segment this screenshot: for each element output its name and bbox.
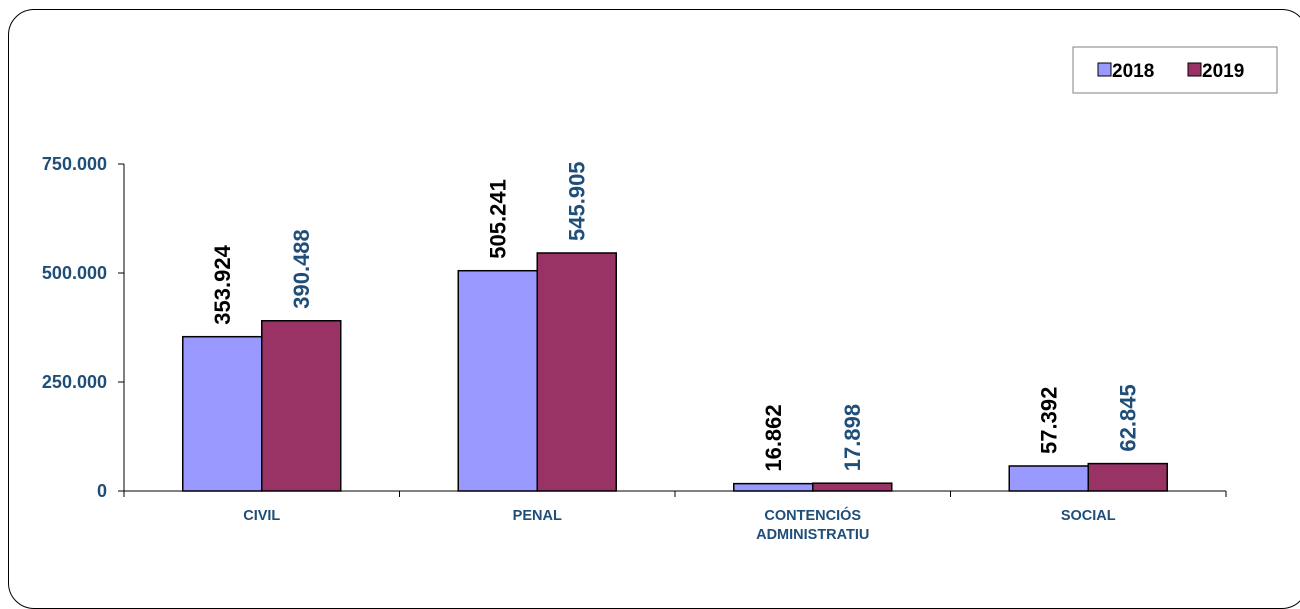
data-label: 390.488	[289, 229, 314, 309]
legend-label: 2018	[1112, 61, 1154, 82]
data-label: 353.924	[210, 244, 235, 324]
bar	[733, 482, 814, 492]
x-tick-label: SOCIAL	[1061, 508, 1116, 524]
bar	[1087, 462, 1168, 492]
chart-frame	[8, 9, 1300, 609]
x-tick-label: PENAL	[513, 508, 562, 524]
legend-swatch	[1097, 62, 1112, 77]
bar	[1008, 465, 1089, 492]
legend: 2018 2019	[1072, 46, 1278, 94]
bar	[536, 252, 617, 492]
bar	[457, 269, 538, 492]
x-tick-label: CIVIL	[243, 508, 280, 524]
axes: 0 250.000 500.000 750.000 CIVIL PENAL CONTENCI…	[42, 154, 1227, 543]
y-tick-label: 500.000	[42, 263, 107, 283]
y-tick-label: 250.000	[42, 372, 107, 392]
data-label: 545.905	[565, 161, 590, 241]
legend-swatch	[1187, 62, 1202, 77]
data-label: 17.898	[840, 404, 865, 471]
data-label: 16.862	[761, 404, 786, 471]
data-label: 505.241	[486, 179, 511, 259]
legend-label: 2019	[1202, 61, 1244, 82]
bar	[261, 319, 342, 492]
data-label: 57.392	[1037, 387, 1062, 454]
bar-chart: 0 250.000 500.000 750.000 CIVIL PENAL CONTENCI…	[42, 46, 1278, 543]
y-tick-label: 750.000	[42, 154, 107, 174]
data-label: 62.845	[1116, 384, 1141, 451]
bars	[182, 252, 1168, 492]
x-tick-label: CONTENCIÓS	[764, 506, 861, 524]
y-tick-label: 0	[97, 481, 107, 501]
data-labels: 353.924 505.241 16.862 57.392 390.488 545.905…	[210, 161, 1141, 471]
bar	[812, 482, 893, 492]
x-tick-label: ADMINISTRATIU	[756, 527, 869, 543]
bar	[182, 335, 263, 492]
